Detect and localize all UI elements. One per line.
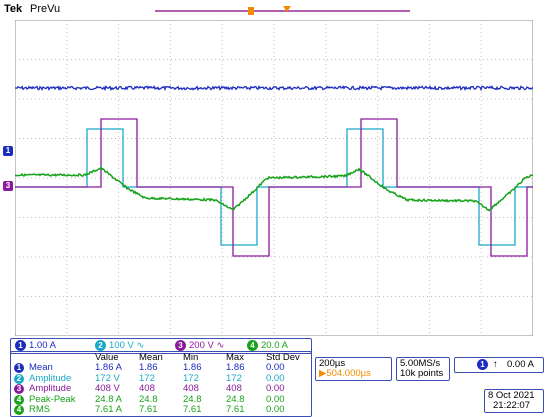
ch2-bandwidth-icon: ∿ — [136, 340, 145, 351]
measurement-table[interactable]: Value Mean Min Max Std Dev 1 Mean 1.86 A 1.… — [10, 351, 312, 417]
measurement-channel-badge: 4 — [14, 394, 24, 405]
ch1-waveform — [15, 84, 533, 92]
ch4-scale[interactable]: 4 20.0 A — [247, 340, 288, 351]
ch4-waveform — [15, 165, 533, 212]
measurement-min: 1.86 — [183, 362, 202, 373]
measurement-min: 172 — [183, 372, 199, 384]
measurement-max: 172 — [226, 372, 242, 384]
ch3-waveform — [15, 118, 533, 257]
sample-rate: 5.00MS/s — [400, 358, 441, 369]
trigger-readout[interactable]: 1 ↑ 0.00 A — [454, 357, 544, 373]
record-length: 10k points — [400, 368, 444, 379]
col-header-value: Value — [95, 352, 119, 363]
measurement-name: Amplitude — [29, 383, 72, 394]
measurement-row[interactable]: 3 Amplitude 408 V 408 408 408 0.00 — [11, 384, 311, 394]
measurement-max: 408 — [226, 383, 242, 394]
measurement-value: 1.86 A — [95, 362, 122, 373]
measurement-value: 24.8 A — [95, 393, 122, 405]
measurement-name: Amplitude — [29, 372, 72, 384]
ch1-scale[interactable]: 1 1.00 A — [15, 340, 56, 351]
col-header-stddev: Std Dev — [266, 352, 300, 363]
measurement-max: 24.8 — [226, 393, 245, 405]
waveform-display[interactable] — [15, 20, 533, 336]
expansion-point-icon — [283, 6, 291, 12]
datetime-readout: 8 Oct 2021 21:22:07 — [484, 389, 544, 413]
measurement-value: 408 V — [95, 383, 120, 394]
measurement-row[interactable]: 1 Mean 1.86 A 1.86 1.86 1.86 0.00 — [11, 363, 311, 373]
ch4-scale-value: 20.0 A — [261, 340, 288, 351]
ch3-scale[interactable]: 3 200 V ∿ — [175, 340, 224, 351]
measurement-mean: 1.86 — [139, 362, 158, 373]
measurement-name: Mean — [29, 362, 53, 373]
measurement-min: 408 — [183, 383, 199, 394]
measurement-value: 172 V — [95, 372, 120, 384]
measurement-channel-badge: 4 — [14, 405, 24, 415]
brand-logo: Tek — [4, 3, 23, 15]
time: 21:22:07 — [493, 400, 530, 411]
measurement-mean: 408 — [139, 383, 155, 394]
date: 8 Oct 2021 — [488, 390, 535, 401]
measurement-mean: 172 — [139, 372, 155, 384]
measurement-row[interactable]: 4 Peak-Peak 24.8 A 24.8 24.8 24.8 0.00 — [11, 393, 311, 405]
ch1-ground-marker[interactable]: 1 — [3, 146, 13, 156]
measurement-stddev: 0.00 — [266, 383, 285, 394]
trigger-level: 0.00 A — [507, 359, 534, 370]
ch3-ground-marker[interactable]: 3 — [3, 181, 13, 191]
measurement-stddev: 0.00 — [266, 393, 285, 405]
ch2-scale-value: 100 V — [109, 340, 134, 351]
measurement-stddev: 0.00 — [266, 362, 285, 373]
readout-panel: 1 1.00 A 2 100 V ∿ 3 200 V ∿ 4 20.0 A Value … — [0, 335, 550, 417]
col-header-mean: Mean — [139, 352, 163, 363]
measurement-min: 7.61 — [183, 404, 202, 415]
measurement-min: 24.8 — [183, 393, 202, 405]
ch1-badge: 1 — [15, 340, 26, 351]
top-status-bar: Tek PreVu — [0, 0, 550, 20]
ch1-scale-value: 1.00 A — [29, 340, 56, 351]
col-header-min: Min — [183, 352, 199, 363]
ch4-badge: 4 — [247, 340, 258, 351]
ch3-scale-value: 200 V — [189, 340, 214, 351]
measurement-mean: 7.61 — [139, 404, 158, 415]
acquisition-readout[interactable]: 5.00MS/s 10k points — [396, 357, 450, 381]
measurement-header-row: Value Mean Min Max Std Dev — [11, 353, 311, 363]
ch2-scale[interactable]: 2 100 V ∿ — [95, 340, 144, 351]
ch3-badge: 3 — [175, 340, 186, 351]
measurement-channel-badge: 1 — [14, 363, 24, 373]
timebase-readout[interactable]: 200µs ▶504.000µs — [315, 357, 392, 381]
trigger-position-indicator — [248, 7, 254, 15]
measurement-row[interactable]: 2 Amplitude 172 V 172 172 172 0.00 — [11, 372, 311, 384]
measurement-stddev: 0.00 — [266, 372, 285, 384]
ch2-badge: 2 — [95, 340, 106, 351]
record-view-bar — [155, 10, 410, 12]
trigger-source-badge: 1 — [477, 359, 488, 370]
measurement-mean: 24.8 — [139, 393, 158, 405]
measurement-value: 7.61 A — [95, 404, 122, 415]
timebase-position: ▶504.000µs — [319, 368, 371, 379]
channel-scale-row: 1 1.00 A 2 100 V ∿ 3 200 V ∿ 4 20.0 A — [10, 338, 312, 354]
acquisition-status: PreVu — [30, 3, 61, 15]
timebase-scale: 200µs — [319, 358, 346, 369]
measurement-row[interactable]: 4 RMS 7.61 A 7.61 7.61 7.61 0.00 — [11, 405, 311, 415]
ch3-bandwidth-icon: ∿ — [216, 340, 225, 351]
measurement-max: 7.61 — [226, 404, 245, 415]
measurement-max: 1.86 — [226, 362, 245, 373]
measurement-stddev: 0.00 — [266, 404, 285, 415]
col-header-max: Max — [226, 352, 244, 363]
measurement-channel-badge: 3 — [14, 384, 24, 394]
trigger-slope-icon: ↑ — [493, 359, 498, 370]
measurement-name: RMS — [29, 404, 51, 415]
measurement-channel-badge: 2 — [14, 373, 24, 384]
measurement-name: Peak-Peak — [29, 393, 76, 405]
